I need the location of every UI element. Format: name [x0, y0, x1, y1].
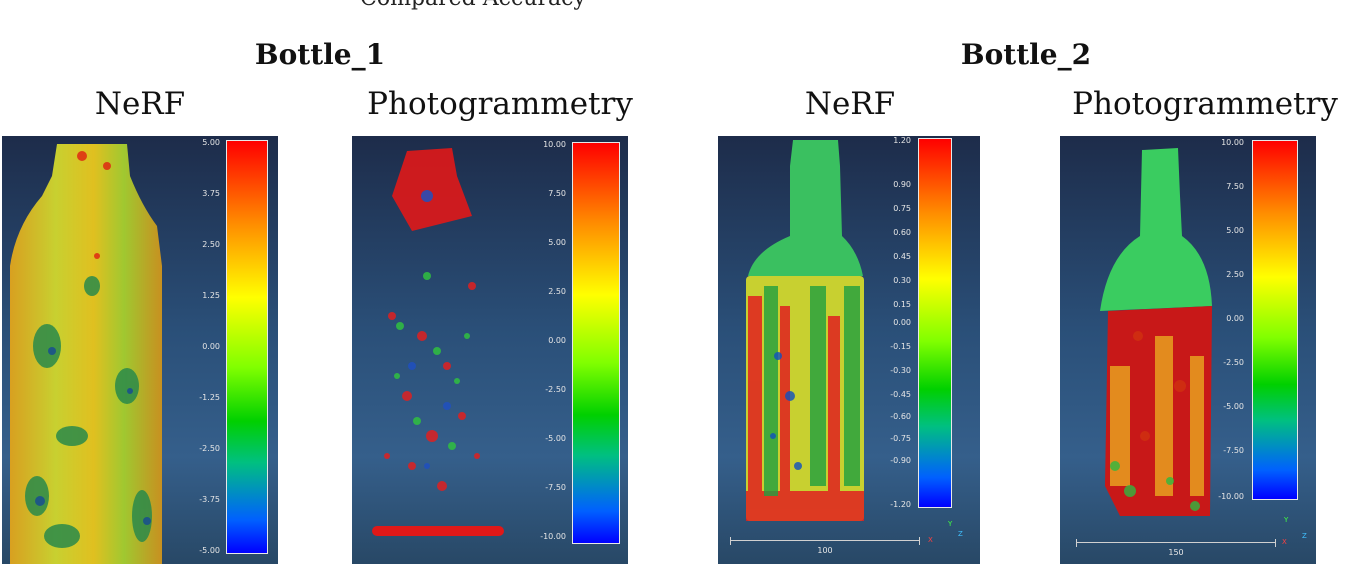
bottle-2-photogrammetry-render — [1100, 148, 1212, 516]
colorbar-tick: -0.75 — [890, 434, 911, 443]
colorbar-tick: -2.50 — [1223, 358, 1244, 367]
colorbar-tick: 0.00 — [548, 336, 566, 345]
z-axis-label: Z — [1302, 532, 1307, 540]
colorbar — [1252, 140, 1298, 500]
colorbar-tick: 2.50 — [202, 240, 220, 249]
bottle-2-photogrammetry-panel: 10.00 7.50 5.00 2.50 0.00 -2.50 -5.00 -7… — [1060, 136, 1316, 564]
y-axis-label: Y — [1284, 516, 1289, 524]
colorbar-tick: -1.25 — [199, 393, 220, 402]
colorbar-tick: 2.50 — [548, 287, 566, 296]
bottle-2-nerf-render — [746, 140, 864, 521]
colorbar-tick: 2.50 — [1226, 270, 1244, 279]
colorbar-tick: 0.00 — [202, 342, 220, 351]
colorbar-tick: 7.50 — [548, 189, 566, 198]
z-axis-label: Z — [958, 530, 963, 538]
bottle-2-title: Bottle_2 — [960, 38, 1092, 71]
colorbar-tick: -0.30 — [890, 366, 911, 375]
colorbar-tick: -2.50 — [199, 444, 220, 453]
colorbar-tick: 0.15 — [893, 300, 911, 309]
scale-label: 150 — [1168, 548, 1184, 557]
colorbar-tick: 0.75 — [893, 204, 911, 213]
colorbar — [572, 142, 620, 544]
bottle-2-photogrammetry-label: Photogrammetry — [1072, 86, 1338, 122]
colorbar-tick: 5.00 — [1226, 226, 1244, 235]
scale-bar — [1076, 539, 1276, 547]
colorbar-tick: 0.90 — [893, 180, 911, 189]
colorbar-tick: 3.75 — [202, 189, 220, 198]
colorbar-tick: -7.50 — [1223, 446, 1244, 455]
scale-label: 100 — [817, 546, 833, 555]
bottle-1-photogrammetry-label: Photogrammetry — [367, 86, 633, 122]
colorbar-tick: -3.75 — [199, 495, 220, 504]
colorbar-tick: 5.00 — [548, 238, 566, 247]
colorbar-tick: 0.45 — [893, 252, 911, 261]
colorbar — [918, 138, 952, 508]
colorbar-tick: -2.50 — [545, 385, 566, 394]
colorbar-tick: -5.00 — [199, 546, 220, 555]
bottle-1-title: Bottle_1 — [254, 38, 386, 71]
bottle-1-photogrammetry-panel: 10.00 7.50 5.00 2.50 0.00 -2.50 -5.00 -7… — [352, 136, 628, 564]
colorbar-tick: 1.20 — [893, 136, 911, 145]
colorbar-tick: -10.00 — [540, 532, 566, 541]
colorbar-tick: -0.90 — [890, 456, 911, 465]
x-axis-label: X — [928, 536, 933, 544]
scale-bar — [730, 537, 920, 545]
colorbar-tick: 1.25 — [202, 291, 220, 300]
colorbar-tick: -5.00 — [545, 434, 566, 443]
caption-fragment: Compared Accuracy — [360, 0, 586, 11]
colorbar-tick: 7.50 — [1226, 182, 1244, 191]
colorbar-tick: -1.20 — [890, 500, 911, 509]
colorbar-tick: -7.50 — [545, 483, 566, 492]
colorbar-tick: -0.15 — [890, 342, 911, 351]
colorbar-tick: 10.00 — [543, 140, 566, 149]
bottle-2-nerf-panel: 1.20 0.90 0.75 0.60 0.45 0.30 0.15 0.00 … — [718, 136, 980, 564]
x-axis-label: X — [1282, 538, 1287, 546]
colorbar-tick: 0.00 — [893, 318, 911, 327]
colorbar-tick: 0.60 — [893, 228, 911, 237]
colorbar-tick: 5.00 — [202, 138, 220, 147]
bottle-1-nerf-render — [10, 144, 162, 564]
colorbar — [226, 140, 268, 554]
colorbar-tick: 10.00 — [1221, 138, 1244, 147]
bottle-1-photogrammetry-render — [372, 148, 504, 536]
colorbar-tick: -0.45 — [890, 390, 911, 399]
bottle-1-nerf-panel: 5.00 3.75 2.50 1.25 0.00 -1.25 -2.50 -3.… — [2, 136, 278, 564]
colorbar-tick: -5.00 — [1223, 402, 1244, 411]
colorbar-tick: -0.60 — [890, 412, 911, 421]
colorbar-tick: -10.00 — [1218, 492, 1244, 501]
bottle-1-nerf-label: NeRF — [94, 86, 186, 122]
y-axis-label: Y — [948, 520, 953, 528]
bottle-2-nerf-label: NeRF — [804, 86, 896, 122]
colorbar-tick: 0.30 — [893, 276, 911, 285]
colorbar-tick: 0.00 — [1226, 314, 1244, 323]
